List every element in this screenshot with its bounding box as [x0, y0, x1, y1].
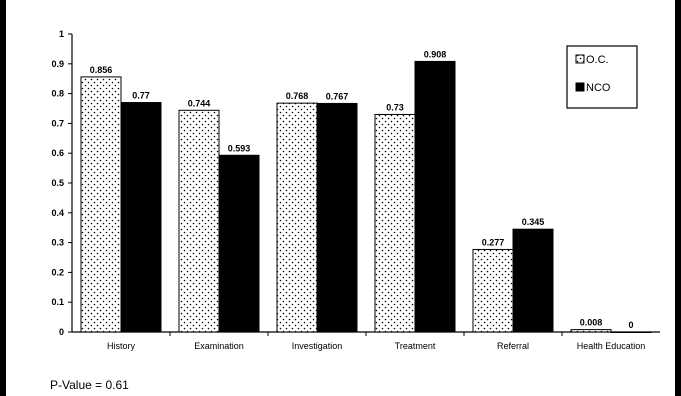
- y-tick-label: 0.9: [51, 59, 64, 69]
- bar-oc-examination: [178, 109, 220, 333]
- legend: O.C. NCO: [566, 45, 638, 109]
- bars-group: [80, 60, 652, 333]
- data-label: 0.908: [424, 49, 447, 59]
- data-label: 0.856: [90, 65, 113, 75]
- category-label: Examination: [194, 341, 244, 351]
- y-tick-label: 0.5: [51, 178, 64, 188]
- data-label: 0.008: [580, 318, 603, 328]
- category-label: Health Education: [577, 341, 646, 351]
- p-value-annotation: P-Value = 0.61: [50, 378, 129, 392]
- data-label: 0.593: [228, 143, 251, 153]
- y-tick-label: 0.7: [51, 118, 64, 128]
- bar-nco-treatment: [414, 60, 456, 333]
- bar-oc-treatment: [374, 113, 416, 333]
- y-tick-label: 0.4: [51, 208, 64, 218]
- legend-swatch: [575, 82, 585, 92]
- legend-box: [566, 45, 638, 109]
- category-label: Referral: [497, 341, 529, 351]
- y-tick-label: 0.1: [51, 297, 64, 307]
- legend-swatch: [575, 54, 585, 64]
- y-tick-label: 0.2: [51, 267, 64, 277]
- data-label: 0.744: [188, 98, 211, 108]
- bar-nco-history: [120, 102, 162, 333]
- bar-oc-history: [80, 76, 122, 333]
- bar-nco-investigation: [316, 102, 358, 333]
- data-label: 0.767: [326, 91, 349, 101]
- y-tick-label: 0: [59, 327, 64, 337]
- bar-nco-health-education: [610, 331, 652, 333]
- y-tick-label: 0.8: [51, 89, 64, 99]
- right-border: [675, 0, 681, 396]
- data-label: 0.73: [386, 102, 404, 112]
- y-tick-label: 0.6: [51, 148, 64, 158]
- bar-oc-health-education: [570, 329, 612, 333]
- left-border: [0, 0, 6, 396]
- category-label: Treatment: [395, 341, 436, 351]
- category-label: History: [107, 341, 136, 351]
- bar-oc-referral: [472, 248, 514, 333]
- legend-label: NCO: [586, 82, 611, 94]
- bar-nco-referral: [512, 228, 554, 333]
- legend-label: O.C.: [586, 54, 609, 66]
- y-tick-label: 1: [59, 29, 64, 39]
- data-label: 0.77: [132, 91, 150, 101]
- labels-group: 0.856 0.77 History 0.744 0.593 Examination 0.7…: [90, 49, 646, 351]
- data-label: 0.277: [482, 237, 505, 247]
- bar-oc-investigation: [276, 102, 318, 333]
- data-label: 0.345: [522, 217, 545, 227]
- data-label: 0.768: [286, 91, 309, 101]
- axes: 0 0.1 0.2 0.3 0.4 0.5 0.6 0.7 0.8 0.9 1: [51, 29, 660, 337]
- data-label: 0: [628, 320, 633, 330]
- category-label: Investigation: [292, 341, 343, 351]
- y-tick-label: 0.3: [51, 238, 64, 248]
- bar-nco-examination: [218, 154, 260, 333]
